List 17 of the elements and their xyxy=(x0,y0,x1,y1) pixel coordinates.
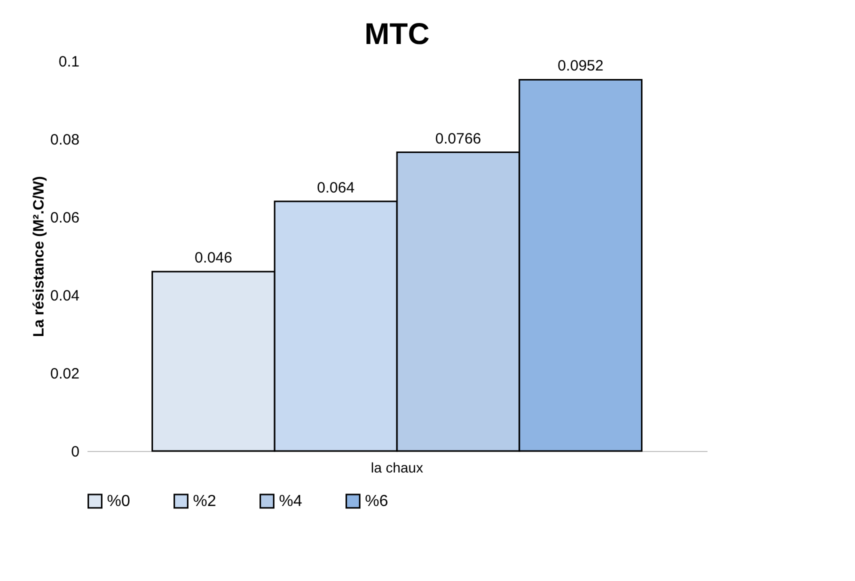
y-tick-label: 0.06 xyxy=(50,210,80,226)
chart-title: MTC xyxy=(364,18,430,51)
legend-label: %2 xyxy=(193,493,216,510)
y-axis-title: La résistance (M².C/W) xyxy=(30,176,48,337)
y-tick-label: 0.1 xyxy=(58,54,80,70)
x-tick-label: la chaux xyxy=(370,460,424,476)
legend-label: %6 xyxy=(365,493,388,510)
data-label: 0.0766 xyxy=(435,130,482,148)
legend-label: %0 xyxy=(107,493,130,510)
y-tick-label: 0.02 xyxy=(50,366,80,382)
legend-label: %4 xyxy=(279,493,302,510)
y-tick-label: 0.08 xyxy=(50,132,80,148)
data-label: 0.0952 xyxy=(558,58,604,75)
y-tick-label: 0.04 xyxy=(50,288,80,304)
y-tick-label: 0 xyxy=(71,444,80,460)
data-label: 0.046 xyxy=(194,250,232,267)
data-label: 0.064 xyxy=(317,179,355,196)
